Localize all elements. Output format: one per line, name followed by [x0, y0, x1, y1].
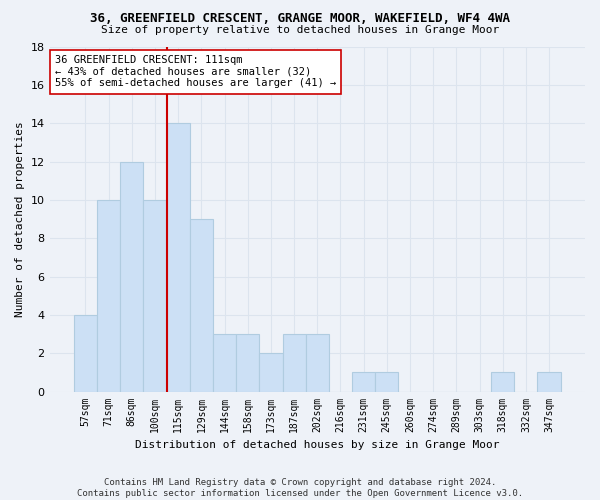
Bar: [538, 372, 560, 392]
Bar: [143, 200, 167, 392]
Bar: [305, 334, 329, 392]
Bar: [236, 334, 259, 392]
Bar: [491, 372, 514, 392]
X-axis label: Distribution of detached houses by size in Grange Moor: Distribution of detached houses by size …: [135, 440, 500, 450]
Bar: [259, 353, 283, 392]
Bar: [283, 334, 305, 392]
Bar: [352, 372, 375, 392]
Bar: [97, 200, 120, 392]
Text: 36, GREENFIELD CRESCENT, GRANGE MOOR, WAKEFIELD, WF4 4WA: 36, GREENFIELD CRESCENT, GRANGE MOOR, WA…: [90, 12, 510, 26]
Bar: [213, 334, 236, 392]
Bar: [120, 162, 143, 392]
Y-axis label: Number of detached properties: Number of detached properties: [15, 121, 25, 317]
Bar: [74, 315, 97, 392]
Bar: [190, 219, 213, 392]
Text: Size of property relative to detached houses in Grange Moor: Size of property relative to detached ho…: [101, 25, 499, 35]
Text: 36 GREENFIELD CRESCENT: 111sqm
← 43% of detached houses are smaller (32)
55% of : 36 GREENFIELD CRESCENT: 111sqm ← 43% of …: [55, 55, 336, 88]
Bar: [375, 372, 398, 392]
Text: Contains HM Land Registry data © Crown copyright and database right 2024.
Contai: Contains HM Land Registry data © Crown c…: [77, 478, 523, 498]
Bar: [167, 123, 190, 392]
